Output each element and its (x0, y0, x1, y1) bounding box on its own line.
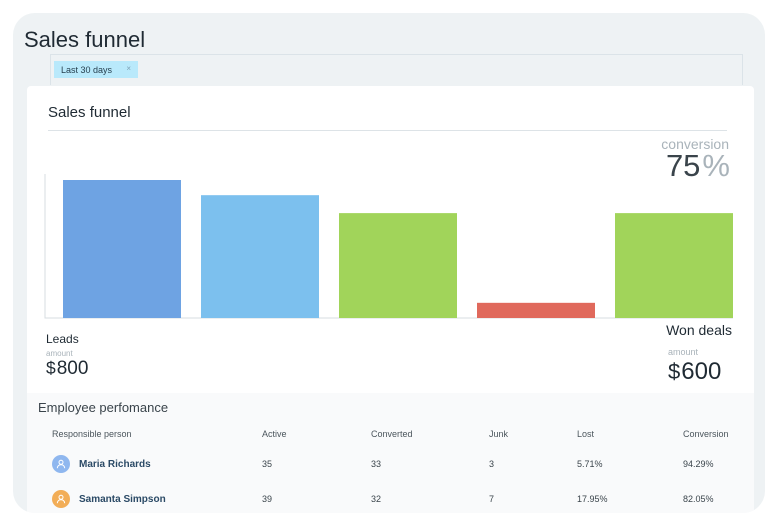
junk-count: 7 (489, 494, 495, 504)
avatar (52, 455, 70, 473)
conversion-rate-cell: 94.29% (683, 459, 714, 469)
won-amount: $600 (668, 358, 721, 386)
leads-label: Leads (46, 332, 79, 346)
period-filter-label: Last 30 days (61, 64, 113, 75)
conversion-label: conversion (661, 136, 729, 152)
leads-amount-label: amount (46, 349, 73, 358)
conversion-rate: 75% (666, 148, 730, 184)
column-header-converted[interactable]: Converted (371, 429, 413, 439)
lost-rate: 5.71% (577, 459, 603, 469)
user-icon (56, 494, 66, 504)
employee-section-title: Employee perfomance (38, 400, 169, 415)
funnel-bar-1[interactable] (63, 180, 181, 318)
page-title: Sales funnel (24, 27, 146, 52)
column-header-person[interactable]: Responsible person (52, 429, 132, 439)
lost-rate: 17.95% (577, 494, 608, 504)
filter-bar: Last 30 days × (50, 54, 743, 85)
conversion-value: 75 (665, 148, 701, 183)
funnel-bar-5[interactable] (615, 213, 733, 318)
column-header-lost[interactable]: Lost (577, 429, 595, 439)
funnel-chart (44, 174, 733, 319)
active-count: 35 (262, 459, 273, 469)
column-header-conversion[interactable]: Conversion (683, 429, 729, 439)
column-header-active[interactable]: Active (262, 429, 287, 439)
won-deals-label: Won deals (666, 322, 732, 338)
period-filter-chip[interactable]: Last 30 days × (54, 61, 138, 78)
title-divider (48, 130, 727, 131)
leads-amount: $800 (46, 358, 88, 380)
funnel-bar-3[interactable] (339, 213, 457, 318)
avatar (52, 490, 70, 508)
app-window: Sales funnel Last 30 days × Sales funnel… (13, 13, 765, 513)
funnel-bar-4[interactable] (477, 302, 595, 318)
user-icon (56, 459, 66, 469)
table-row[interactable]: Maria Richards 35 33 3 5.71% 94.29% (27, 455, 754, 485)
funnel-title: Sales funnel (48, 104, 131, 121)
leads-amount-value: 800 (56, 358, 89, 379)
sales-funnel-card: Sales funnel conversion 75% Leads amount… (27, 86, 754, 513)
won-currency: $ (668, 359, 681, 384)
close-icon[interactable]: × (126, 64, 131, 73)
converted-count: 32 (371, 494, 382, 504)
employee-performance-section: Employee perfomance Responsible person A… (27, 393, 754, 513)
converted-count: 33 (371, 459, 382, 469)
won-amount-value: 600 (681, 358, 722, 385)
employee-name[interactable]: Maria Richards (79, 459, 151, 470)
junk-count: 3 (489, 459, 495, 469)
employee-name[interactable]: Samanta Simpson (79, 494, 166, 505)
column-header-junk[interactable]: Junk (489, 429, 509, 439)
conversion-rate-cell: 82.05% (683, 494, 714, 504)
table-row[interactable]: Samanta Simpson 39 32 7 17.95% 82.05% (27, 490, 754, 513)
active-count: 39 (262, 494, 273, 504)
conversion-unit: % (702, 148, 730, 183)
leads-currency: $ (46, 358, 56, 378)
funnel-bar-2[interactable] (201, 195, 319, 318)
won-amount-label: amount (668, 347, 699, 357)
